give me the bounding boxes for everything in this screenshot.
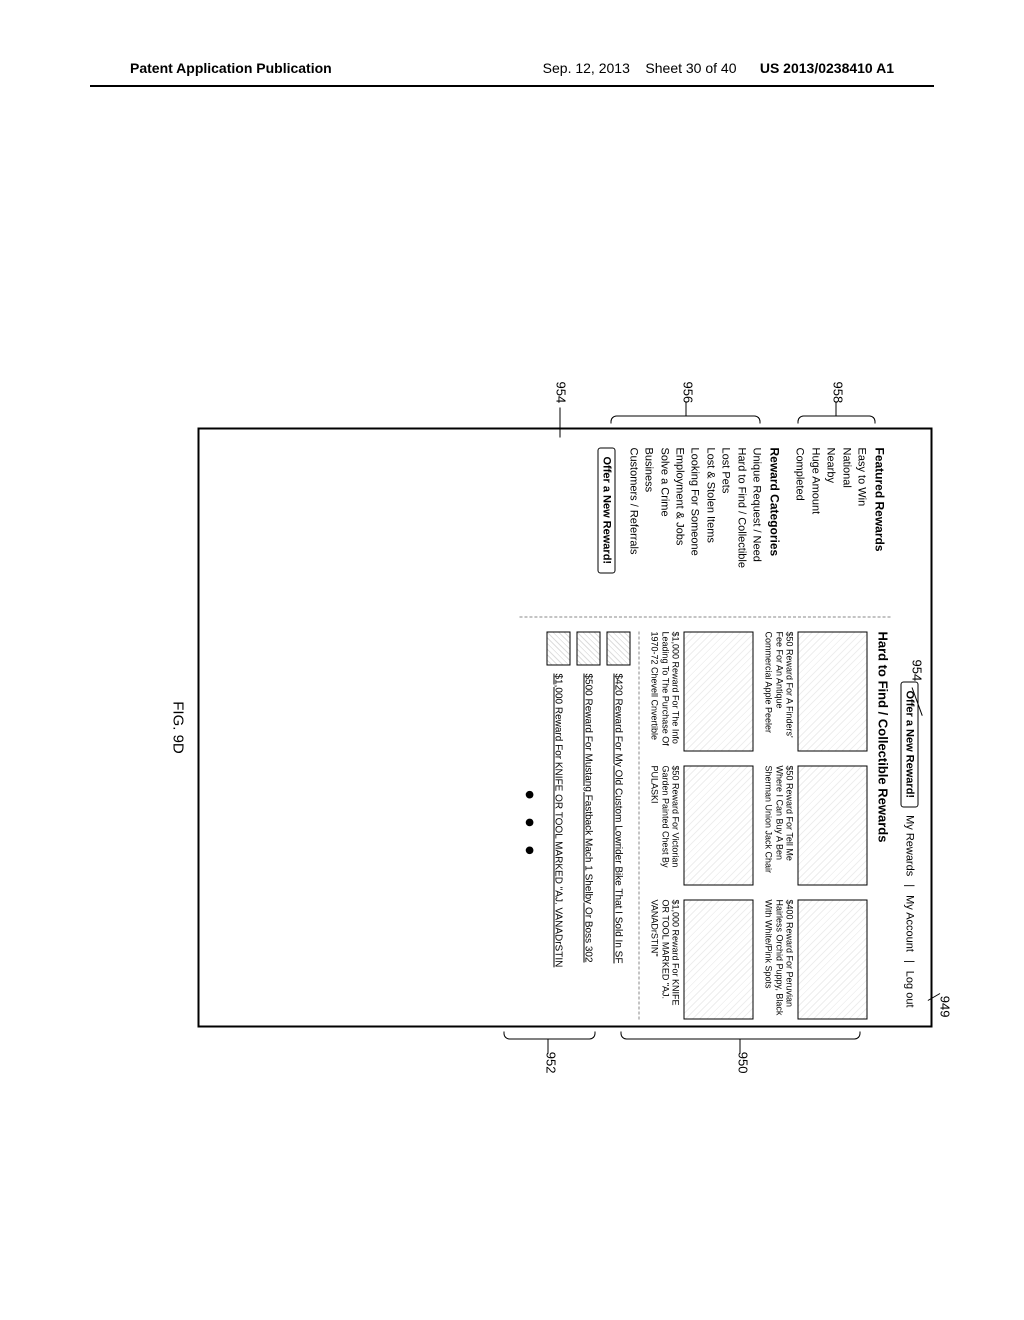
- divider: |: [904, 884, 916, 887]
- reward-list-item[interactable]: $500 Reward For Mustang Fastback Mach 1 …: [576, 632, 600, 1020]
- ref-lead: [686, 402, 687, 416]
- ref-952: 952: [544, 1052, 559, 1074]
- reward-card[interactable]: $1,000 Reward For KNIFE OR TOOL MARKED "…: [649, 900, 753, 1020]
- brace-icon: [798, 416, 876, 424]
- ref-958: 958: [831, 382, 846, 404]
- sidebar-item-business[interactable]: Business: [640, 448, 655, 603]
- featured-rewards-heading: Featured Rewards: [873, 448, 887, 603]
- sidebar-item-looking-for-someone[interactable]: Looking For Someone: [687, 448, 702, 603]
- more-dots-icon: ● ● ●: [519, 632, 540, 1020]
- sidebar-item-lost-pets[interactable]: Lost Pets: [717, 448, 732, 603]
- reward-card[interactable]: $400 Reward For Peruvian Hairless Orchid…: [763, 900, 867, 1020]
- featured-rewards-list: Easy to Win National Nearby Huge Amount …: [792, 448, 869, 603]
- ref-956: 956: [681, 382, 696, 404]
- reward-caption: $50 Reward For A Finders' Fee For An Ant…: [763, 632, 794, 752]
- top-bar: Offer a New Reward! My Rewards | My Acco…: [901, 448, 919, 1008]
- ref-949: 949: [938, 996, 953, 1018]
- ref-954-side: 954: [554, 382, 569, 404]
- reward-grid-row-1: $50 Reward For A Finders' Fee For An Ant…: [763, 632, 867, 1020]
- reward-image-icon: [683, 766, 753, 886]
- sidebar-item-unique-request[interactable]: Unique Request / Need: [748, 448, 763, 603]
- sidebar-item-easy-to-win[interactable]: Easy to Win: [853, 448, 868, 603]
- reward-thumb-icon: [606, 632, 630, 666]
- reward-thumb-icon: [546, 632, 570, 666]
- reward-image-icon: [798, 766, 868, 886]
- publication-label: Patent Application Publication: [130, 60, 332, 76]
- sidebar-item-solve-crime[interactable]: Solve a Crime: [656, 448, 671, 603]
- sidebar-item-nearby[interactable]: Nearby: [822, 448, 837, 603]
- brace-icon: [611, 416, 761, 424]
- reward-card[interactable]: $50 Reward For A Finders' Fee For An Ant…: [763, 632, 867, 752]
- ref-950: 950: [736, 1052, 751, 1074]
- content-area: Hard to Find / Collectible Rewards $50 R…: [519, 617, 890, 1020]
- figure-caption: FIG. 9D: [170, 701, 187, 754]
- reward-image-icon: [683, 632, 753, 752]
- reward-list-item[interactable]: $1,000 Reward For KNIFE OR TOOL MARKED "…: [546, 632, 570, 1020]
- reward-caption: $50 Reward For Victorian Garden Painted …: [649, 766, 680, 886]
- sidebar-item-completed[interactable]: Completed: [792, 448, 807, 603]
- brace-icon: [504, 1032, 596, 1040]
- reward-card[interactable]: $50 Reward For Tell Me Where I Can Buy A…: [763, 766, 867, 886]
- reward-grid-row-2: $1,000 Reward For The Info Leading To Th…: [649, 632, 753, 1020]
- content-title: Hard to Find / Collectible Rewards: [876, 632, 891, 1020]
- reward-list-text: $1,000 Reward For KNIFE OR TOOL MARKED "…: [553, 674, 564, 968]
- reward-caption: $400 Reward For Peruvian Hairless Orchid…: [763, 900, 794, 1020]
- publication-meta: Sep. 12, 2013 Sheet 30 of 40 US 2013/023…: [543, 60, 894, 76]
- reward-card[interactable]: $50 Reward For Victorian Garden Painted …: [649, 766, 753, 886]
- sidebar-item-customers-referrals[interactable]: Customers / Referrals: [625, 448, 640, 603]
- reward-caption: $1,000 Reward For KNIFE OR TOOL MARKED "…: [649, 900, 680, 1020]
- reward-list-text: $420 Reward For My Old Custom Lowrider B…: [613, 674, 624, 964]
- header-rule: [90, 85, 934, 87]
- reward-categories-heading: Reward Categories: [768, 448, 782, 603]
- ref-lead: [560, 408, 561, 438]
- sidebar-item-employment[interactable]: Employment & Jobs: [671, 448, 686, 603]
- ref-lead: [836, 402, 837, 416]
- reward-thumb-icon: [576, 632, 600, 666]
- pub-date: Sep. 12, 2013: [543, 60, 630, 76]
- figure-frame: Offer a New Reward! My Rewards | My Acco…: [198, 428, 933, 1028]
- reward-image-icon: [683, 900, 753, 1020]
- ref-954-top: 954: [910, 660, 925, 682]
- reward-image-icon: [798, 632, 868, 752]
- logout-link[interactable]: Log out: [904, 971, 916, 1008]
- my-account-link[interactable]: My Account: [904, 895, 916, 952]
- sidebar-item-national[interactable]: National: [838, 448, 853, 603]
- my-rewards-link[interactable]: My Rewards: [904, 815, 916, 876]
- pub-number: US 2013/0238410 A1: [760, 60, 894, 76]
- sidebar-item-hard-to-find[interactable]: Hard to Find / Collectible: [733, 448, 748, 603]
- reward-caption: $50 Reward For Tell Me Where I Can Buy A…: [763, 766, 794, 886]
- ref-lead: [548, 1040, 549, 1054]
- ref-lead: [740, 1040, 741, 1054]
- reward-list-item[interactable]: $420 Reward For My Old Custom Lowrider B…: [606, 632, 630, 1020]
- offer-new-reward-button-side[interactable]: Offer a New Reward!: [597, 448, 615, 574]
- reward-list-text: $500 Reward For Mustang Fastback Mach 1 …: [583, 674, 594, 963]
- brace-icon: [621, 1032, 861, 1040]
- sidebar-item-lost-stolen[interactable]: Lost & Stolen Items: [702, 448, 717, 603]
- page-header: Patent Application Publication Sep. 12, …: [0, 60, 1024, 76]
- reward-card[interactable]: $1,000 Reward For The Info Leading To Th…: [649, 632, 753, 752]
- sheet-number: Sheet 30 of 40: [645, 60, 736, 76]
- reward-categories-list: Unique Request / Need Hard to Find / Col…: [625, 448, 764, 603]
- sidebar-item-huge-amount[interactable]: Huge Amount: [807, 448, 822, 603]
- reward-image-icon: [798, 900, 868, 1020]
- content-divider: [638, 632, 639, 1020]
- sidebar: Featured Rewards Easy to Win National Ne…: [519, 448, 890, 603]
- divider: |: [904, 960, 916, 963]
- reward-caption: $1,000 Reward For The Info Leading To Th…: [649, 632, 680, 752]
